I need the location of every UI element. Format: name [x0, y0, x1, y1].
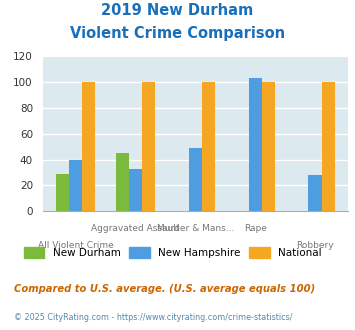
Bar — [142, 82, 155, 211]
Bar — [262, 82, 275, 211]
Bar — [116, 153, 129, 211]
Bar — [129, 169, 142, 211]
Bar — [202, 82, 215, 211]
Bar — [82, 82, 95, 211]
Bar — [56, 174, 69, 211]
Text: Violent Crime Comparison: Violent Crime Comparison — [70, 26, 285, 41]
Bar — [69, 159, 82, 211]
Text: Murder & Mans...: Murder & Mans... — [157, 224, 234, 233]
Text: Aggravated Assault: Aggravated Assault — [91, 224, 180, 233]
Text: All Violent Crime: All Violent Crime — [38, 241, 113, 250]
Text: Robbery: Robbery — [296, 241, 334, 250]
Bar — [189, 148, 202, 211]
Legend: New Durham, New Hampshire, National: New Durham, New Hampshire, National — [20, 243, 326, 262]
Bar — [248, 78, 262, 211]
Text: 2019 New Durham: 2019 New Durham — [102, 3, 253, 18]
Text: © 2025 CityRating.com - https://www.cityrating.com/crime-statistics/: © 2025 CityRating.com - https://www.city… — [14, 314, 293, 322]
Bar — [322, 82, 335, 211]
Text: Compared to U.S. average. (U.S. average equals 100): Compared to U.S. average. (U.S. average … — [14, 284, 316, 294]
Text: Rape: Rape — [244, 224, 267, 233]
Bar — [308, 175, 322, 211]
